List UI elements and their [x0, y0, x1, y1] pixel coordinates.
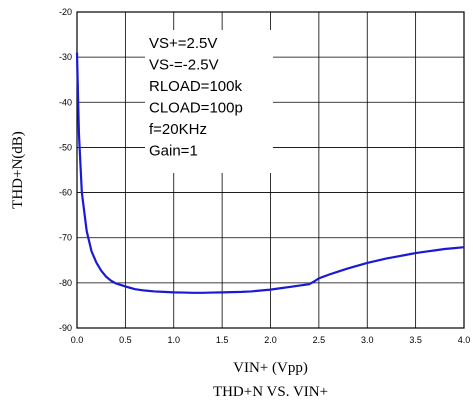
x-tick-label: 4.0 [458, 335, 471, 345]
y-axis-label: THD+N(dB) [10, 131, 26, 209]
y-tick-label: -20 [59, 7, 72, 17]
annotation-line: CLOAD=100p [149, 100, 243, 117]
series-line [75, 52, 465, 294]
tick-labels: 0.0 0.5 1.0 1.5 2.0 2.5 3.0 3.5 4.0 -20 -30 -40 -50 -… [59, 7, 470, 345]
annotation-line: RLOAD=100k [149, 78, 242, 95]
x-tick-label: 2.0 [264, 335, 277, 345]
annotation-line: Gain=1 [149, 143, 198, 160]
x-tick-label: 2.5 [313, 335, 326, 345]
annotation-line: VS-=-2.5V [149, 57, 219, 74]
y-tick-label: -80 [59, 278, 72, 288]
x-axis-label: VIN+ (Vpp) [233, 360, 308, 376]
chart-title: THD+N VS. VIN+ [213, 384, 328, 400]
y-tick-label: -40 [59, 97, 72, 107]
y-tick-label: -90 [59, 323, 72, 333]
y-tick-label: -50 [59, 142, 72, 152]
annotation-line: VS+=2.5V [149, 35, 217, 52]
x-tick-label: 0.0 [71, 335, 84, 345]
x-tick-label: 1.5 [216, 335, 229, 345]
y-tick-label: -70 [59, 233, 72, 243]
y-tick-label: -60 [59, 188, 72, 198]
x-tick-label: 1.0 [167, 335, 180, 345]
y-tick-label: -30 [59, 52, 72, 62]
x-tick-label: 0.5 [119, 335, 132, 345]
x-tick-label: 3.5 [409, 335, 422, 345]
annotation-box [145, 30, 273, 173]
annotation-line: f=20KHz [149, 121, 207, 138]
annotation-text-group: VS+=2.5V VS-=-2.5V RLOAD=100k CLOAD=100p f=2… [149, 35, 243, 160]
x-tick-label: 3.0 [361, 335, 374, 345]
plot-frame [76, 11, 465, 329]
